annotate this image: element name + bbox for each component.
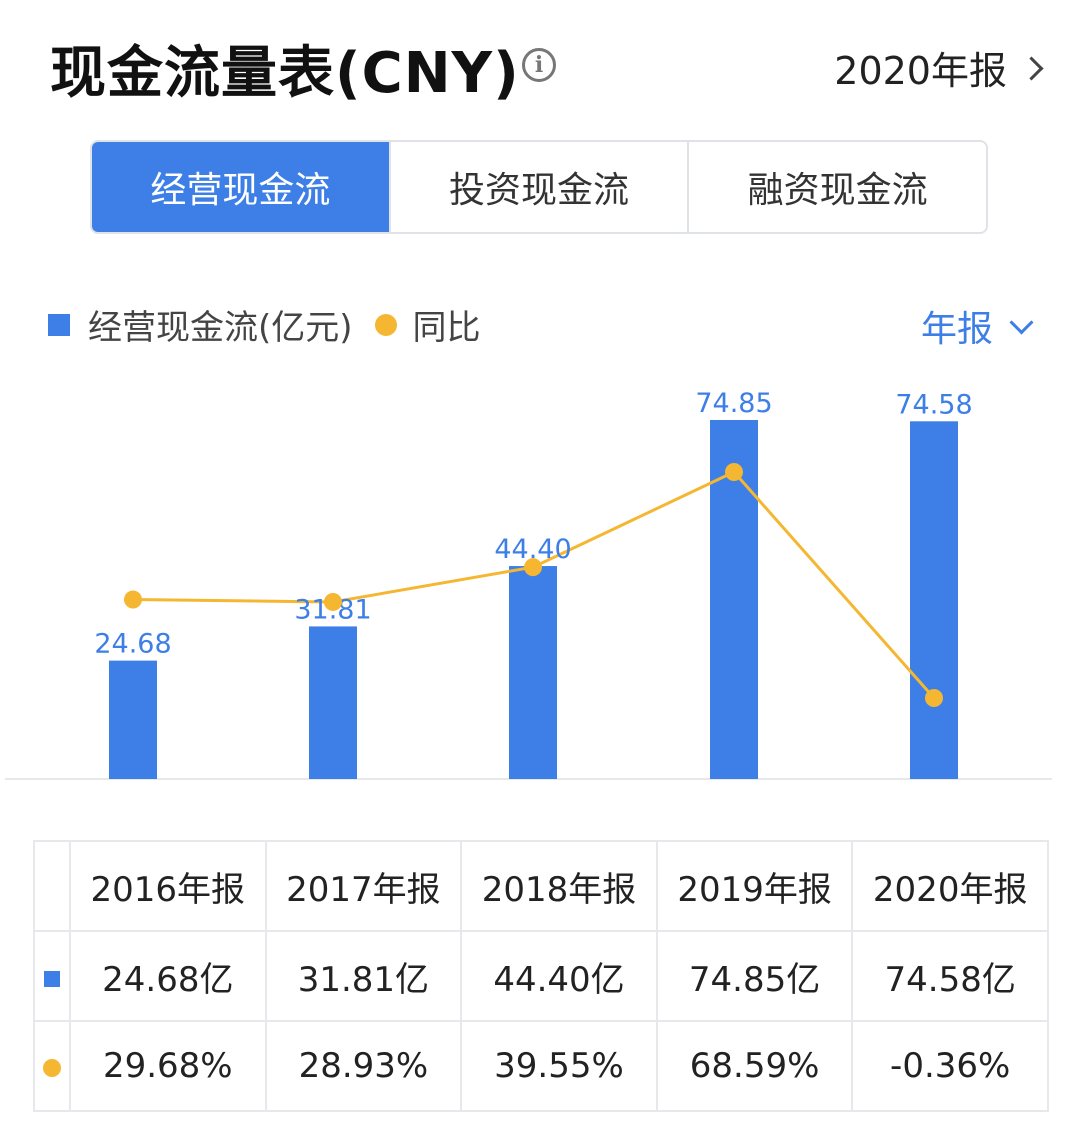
table-header-cell: 2018年报	[460, 840, 658, 932]
yoy-point	[725, 463, 743, 481]
yoy-point	[524, 558, 542, 577]
bar-value-label: 24.68	[94, 629, 171, 660]
frequency-selector[interactable]: 年报	[920, 300, 1034, 352]
chevron-right-icon	[1019, 56, 1044, 81]
info-icon[interactable]: i	[522, 48, 556, 82]
chart-legend: 经营现金流(亿元) 同比	[48, 300, 481, 349]
bar-2017年报	[309, 626, 357, 779]
table-value-cell: 31.81亿	[264, 930, 463, 1022]
bar-2020年报	[910, 421, 958, 779]
line-marker-icon	[43, 1059, 61, 1077]
legend-line-swatch	[374, 313, 397, 336]
cashflow-tabs: 经营现金流 投资现金流 融资现金流	[90, 140, 988, 234]
yoy-point	[324, 592, 342, 611]
yoy-point	[124, 590, 142, 609]
table-yoy-cell: 28.93%	[264, 1020, 463, 1112]
bar-value-label: 74.58	[895, 389, 972, 420]
tab-financing-cashflow[interactable]: 融资现金流	[687, 142, 986, 232]
table-value-cell: 74.85亿	[655, 930, 854, 1022]
table-header-cell: 2019年报	[655, 840, 854, 932]
bar-marker-icon	[44, 971, 60, 987]
table-yoy-cell: 68.59%	[655, 1020, 854, 1112]
table-header-cell: 2016年报	[69, 840, 267, 932]
bar-2018年报	[509, 566, 557, 779]
yoy-point	[925, 689, 943, 707]
table-header-cell: 2020年报	[851, 840, 1049, 932]
data-table: 2016年报 2017年报 2018年报 2019年报 2020年报 24.68…	[33, 840, 1049, 1112]
table-value-cell: 24.68亿	[69, 930, 267, 1022]
table-value-cell: 74.58亿	[851, 930, 1049, 1022]
bar-2016年报	[109, 660, 157, 779]
table-row-values: 24.68亿 31.81亿 44.40亿 74.85亿 74.58亿	[33, 930, 1049, 1022]
period-selector[interactable]: 2020年报	[834, 40, 1044, 95]
tab-investing-cashflow[interactable]: 投资现金流	[388, 142, 688, 232]
table-yoy-cell: 29.68%	[69, 1020, 267, 1112]
table-yoy-cell: 39.55%	[460, 1020, 658, 1112]
table-corner-cell	[33, 840, 71, 932]
table-value-cell: 44.40亿	[460, 930, 658, 1022]
chevron-down-icon	[1009, 309, 1034, 335]
header: 现金流量表(CNY) i 2020年报	[0, 0, 1080, 130]
page-title: 现金流量表(CNY)	[50, 41, 520, 106]
bar-value-label: 74.85	[695, 388, 772, 419]
period-label: 2020年报	[834, 49, 1007, 93]
table-bar-marker-cell	[33, 930, 71, 1022]
legend-bar-swatch	[48, 313, 70, 336]
table-header-cell: 2017年报	[264, 840, 463, 932]
table-line-marker-cell	[33, 1020, 71, 1112]
legend-line-label: 同比	[412, 308, 481, 348]
table-header-row: 2016年报 2017年报 2018年报 2019年报 2020年报	[33, 840, 1049, 932]
table-row-yoy: 29.68% 28.93% 39.55% 68.59% -0.36%	[33, 1020, 1049, 1112]
tab-operating-cashflow[interactable]: 经营现金流	[92, 142, 389, 232]
legend-bar-label: 经营现金流(亿元)	[88, 308, 353, 348]
table-yoy-cell: -0.36%	[851, 1020, 1049, 1112]
frequency-label: 年报	[920, 309, 993, 350]
